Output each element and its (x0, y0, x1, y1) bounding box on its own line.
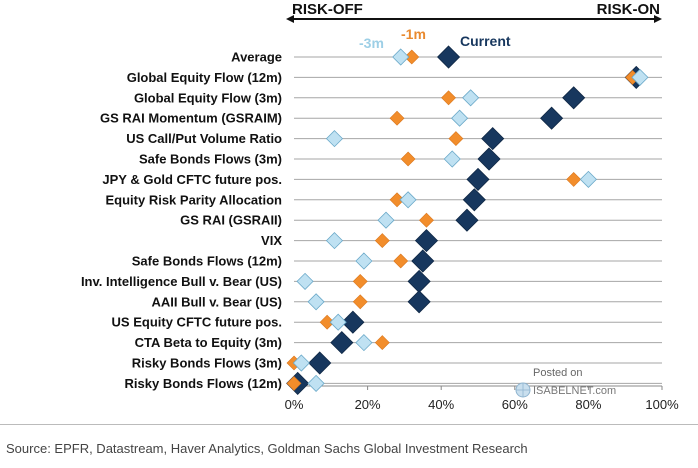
risk-on-label: RISK-ON (597, 1, 660, 18)
globe-icon (515, 382, 531, 398)
marker-current (407, 290, 431, 314)
marker-current (308, 351, 332, 375)
category-label: Average (231, 50, 282, 65)
marker-current (540, 106, 564, 130)
marker-1m (352, 273, 368, 289)
marker-current (330, 331, 354, 355)
category-label: US Equity CFTC future pos. (112, 315, 282, 330)
x-tick-label: 80% (575, 397, 601, 412)
legend-current: Current (460, 33, 511, 49)
marker-1m (389, 110, 405, 126)
category-label: Global Equity Flow (3m) (134, 90, 282, 105)
marker-3m (579, 170, 597, 188)
marker-3m (292, 354, 310, 372)
marker-current (341, 310, 365, 334)
watermark-site: ISABELNET.com (533, 385, 616, 397)
marker-1m (352, 294, 368, 310)
marker-1m (441, 90, 456, 106)
x-tick-label: 100% (645, 397, 679, 412)
legend-1m: -1m (401, 26, 426, 42)
marker-3m (392, 48, 410, 66)
marker-3m (307, 293, 325, 311)
category-label: AAII Bull v. Bear (US) (151, 294, 282, 309)
category-labels: Average Global Equity Flow (12m) Global Eq… (81, 50, 282, 391)
x-tick-label: 40% (428, 397, 454, 412)
marker-current (407, 269, 431, 293)
marker-3m (296, 272, 314, 290)
x-tick-label: 0% (285, 397, 304, 412)
category-label: Risky Bonds Flows (12m) (125, 376, 282, 391)
marker-3m (631, 68, 649, 86)
marker-1m (566, 171, 582, 187)
marker-current (466, 167, 490, 191)
legend: -3m -1m Current (359, 26, 511, 51)
marker-3m (307, 374, 325, 392)
chart: RISK-OFF RISK-ON -3m -1m Current Average… (81, 1, 679, 412)
risk-off-label: RISK-OFF (292, 1, 363, 18)
x-tick-label: 60% (502, 397, 528, 412)
marker-3m (443, 150, 461, 168)
marker-1m (374, 233, 390, 249)
marker-current (436, 45, 461, 69)
data-points (286, 45, 649, 395)
category-label: JPY & Gold CFTC future pos. (102, 172, 282, 187)
marker-1m (286, 375, 302, 391)
marker-1m (448, 131, 464, 147)
marker-current (462, 188, 486, 212)
marker-3m (462, 89, 480, 107)
marker-3m (355, 252, 373, 270)
marker-1m (404, 49, 420, 65)
marker-3m (325, 130, 344, 148)
marker-1m (393, 253, 409, 269)
category-label: Risky Bonds Flows (3m) (132, 356, 282, 371)
category-label: Inv. Intelligence Bull v. Bear (US) (81, 274, 282, 289)
marker-current (562, 86, 586, 110)
marker-3m (329, 313, 347, 331)
source-note: Source: EPFR, Datastream, Haver Analytic… (6, 441, 528, 456)
marker-1m (319, 314, 335, 330)
legend-3m: -3m (359, 35, 384, 51)
marker-current (481, 127, 505, 151)
marker-1m (419, 212, 434, 228)
category-label: CTA Beta to Equity (3m) (135, 335, 282, 350)
watermark: Posted on ISABELNET.com (515, 367, 616, 398)
marker-1m (374, 335, 390, 351)
marker-current (455, 208, 479, 232)
category-label: Global Equity Flow (12m) (127, 70, 282, 85)
category-label: VIX (261, 233, 282, 248)
marker-current (477, 147, 501, 171)
category-label: US Call/Put Volume Ratio (126, 131, 282, 146)
footer-divider (0, 424, 698, 425)
marker-3m (451, 109, 469, 127)
gridlines (294, 56, 662, 387)
category-label: GS RAI (GSRAII) (180, 213, 282, 228)
marker-3m (377, 211, 395, 229)
category-label: Equity Risk Parity Allocation (105, 192, 282, 207)
marker-3m (399, 191, 417, 209)
x-axis-ticks: 0% 20% 40% 60% 80% 100% (285, 386, 679, 412)
marker-1m (389, 192, 405, 208)
marker-1m (400, 151, 416, 167)
category-label: Safe Bonds Flows (3m) (139, 152, 282, 167)
category-label: GS RAI Momentum (GSRAIM) (100, 111, 282, 126)
category-label: Safe Bonds Flows (12m) (132, 254, 282, 269)
marker-3m (355, 334, 373, 352)
x-tick-label: 20% (355, 397, 381, 412)
marker-3m (325, 232, 344, 250)
watermark-posted: Posted on (533, 367, 583, 379)
marker-current (414, 229, 439, 253)
marker-current (411, 249, 435, 273)
